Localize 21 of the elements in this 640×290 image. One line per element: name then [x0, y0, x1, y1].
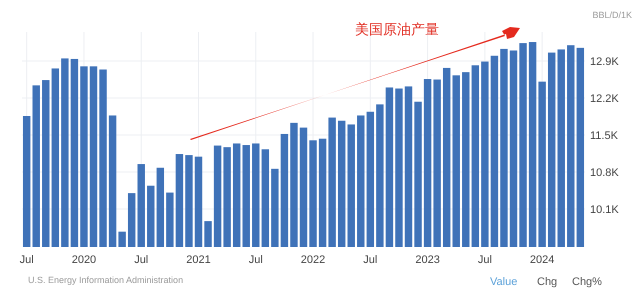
text: U.S. Energy Information Administration: [28, 275, 184, 285]
text: Chg%: [572, 276, 602, 288]
y-tick-label: 12.9K: [590, 56, 620, 68]
chart-title: 美国原油产量: [355, 21, 439, 37]
y-tick-label: 10.1K: [590, 204, 620, 216]
x-tick-label: Jul: [363, 254, 378, 266]
x-tick-label: Jul: [478, 254, 492, 266]
text: Value: [490, 276, 518, 288]
y-tick-label: 10.8K: [590, 166, 620, 179]
x-tick-label: 2022: [300, 254, 326, 266]
x-tick-label: 2024: [530, 254, 554, 266]
x-tick-label: Jul: [248, 254, 263, 266]
text: Chg: [537, 276, 558, 288]
y-tick-label: 11.5K: [590, 130, 619, 142]
x-tick-label: Jul: [20, 254, 34, 266]
x-tick-label: 2023: [415, 254, 440, 266]
y-axis-title: BBL/D/1K: [592, 10, 632, 20]
y-tick-label: 12.2K: [590, 93, 620, 106]
x-tick-label: 2020: [72, 254, 96, 266]
x-tick-label: Jul: [134, 254, 148, 266]
x-tick-label: 2021: [186, 254, 211, 266]
